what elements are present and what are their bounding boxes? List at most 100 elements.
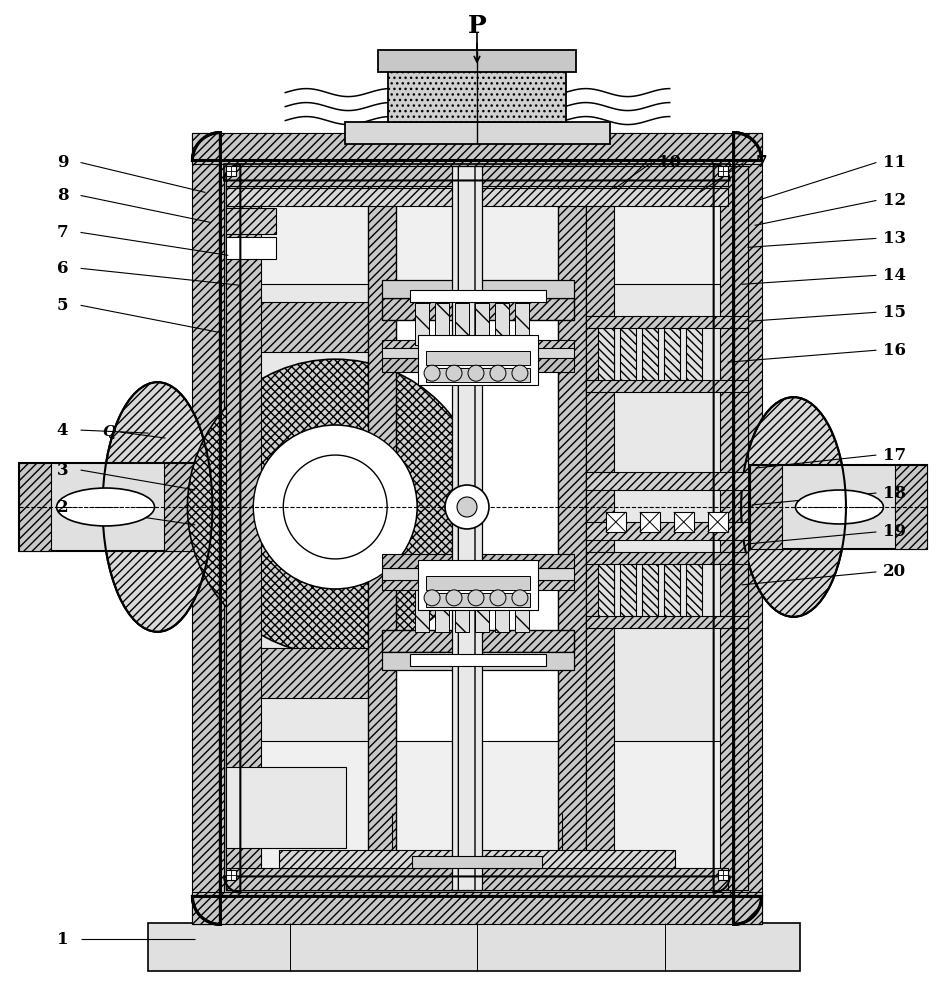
Bar <box>382 348 574 360</box>
Bar <box>378 50 576 72</box>
Bar <box>586 166 747 890</box>
Bar <box>686 563 702 618</box>
Bar <box>415 303 429 345</box>
Ellipse shape <box>57 488 154 526</box>
Bar <box>475 590 489 632</box>
Bar <box>226 166 727 186</box>
Bar <box>598 563 614 618</box>
Bar <box>586 472 747 490</box>
Bar <box>586 552 747 564</box>
Bar <box>586 380 747 392</box>
Bar <box>515 303 529 345</box>
Bar <box>411 654 546 666</box>
Bar <box>19 463 197 551</box>
Bar <box>455 303 469 345</box>
Bar <box>149 923 799 971</box>
Bar <box>720 166 747 890</box>
Circle shape <box>447 365 462 381</box>
Text: 13: 13 <box>883 230 906 247</box>
Circle shape <box>424 365 440 381</box>
Circle shape <box>447 590 462 606</box>
Bar <box>749 465 781 549</box>
Bar <box>396 166 558 890</box>
Bar <box>368 166 396 890</box>
Bar <box>686 327 702 382</box>
Bar <box>226 166 474 890</box>
Bar <box>729 133 762 924</box>
Bar <box>226 166 727 284</box>
Bar <box>452 166 482 890</box>
Bar <box>226 741 727 890</box>
Bar <box>708 512 727 532</box>
Circle shape <box>254 425 417 589</box>
Bar <box>192 133 224 924</box>
Circle shape <box>490 365 506 381</box>
Bar <box>226 166 236 176</box>
Bar <box>674 512 693 532</box>
Text: 2: 2 <box>57 499 68 516</box>
Text: P: P <box>467 14 486 38</box>
Bar <box>19 463 51 551</box>
Bar <box>226 868 727 890</box>
Bar <box>382 580 574 590</box>
Bar <box>382 568 574 580</box>
Text: 7: 7 <box>57 224 68 241</box>
Circle shape <box>424 590 440 606</box>
Bar <box>475 303 489 345</box>
Bar <box>192 133 762 164</box>
Bar <box>586 616 747 628</box>
Bar <box>620 327 636 382</box>
Text: 1: 1 <box>57 931 68 948</box>
Bar <box>279 850 674 868</box>
Bar <box>226 648 391 698</box>
Bar <box>664 327 679 382</box>
Bar <box>226 237 276 259</box>
Bar <box>418 560 538 610</box>
Bar <box>495 590 509 632</box>
Bar <box>598 327 614 382</box>
Bar <box>586 316 747 328</box>
Bar <box>412 856 542 868</box>
Bar <box>426 593 530 607</box>
Bar <box>382 630 574 652</box>
Polygon shape <box>224 164 729 892</box>
Bar <box>388 70 566 122</box>
Circle shape <box>283 455 387 559</box>
Text: 16: 16 <box>883 342 906 359</box>
Text: 4: 4 <box>57 422 68 439</box>
Bar <box>426 576 530 590</box>
FancyBboxPatch shape <box>220 133 733 924</box>
Bar <box>382 340 574 350</box>
Circle shape <box>490 590 506 606</box>
Bar <box>382 358 574 372</box>
Bar <box>411 290 546 302</box>
Circle shape <box>512 365 528 381</box>
Bar <box>435 590 449 632</box>
Bar <box>382 652 574 670</box>
Bar <box>435 303 449 345</box>
Text: 17: 17 <box>883 447 906 464</box>
Bar <box>641 563 657 618</box>
Bar <box>558 166 586 890</box>
Bar <box>382 298 574 320</box>
Text: 14: 14 <box>883 267 906 284</box>
Text: 12: 12 <box>883 192 906 209</box>
Bar <box>226 208 276 234</box>
Text: 3: 3 <box>57 462 68 479</box>
Bar <box>586 166 614 890</box>
Text: Q: Q <box>102 425 115 439</box>
Bar <box>515 590 529 632</box>
Text: 15: 15 <box>883 304 906 321</box>
Bar <box>229 178 725 196</box>
Ellipse shape <box>796 490 884 524</box>
Text: 5: 5 <box>57 297 68 314</box>
Ellipse shape <box>741 397 846 617</box>
Text: 6: 6 <box>57 260 68 277</box>
Text: 7: 7 <box>756 154 767 171</box>
Bar <box>495 303 509 345</box>
Bar <box>226 166 261 890</box>
Bar <box>426 351 530 365</box>
Bar <box>455 590 469 632</box>
Bar <box>605 512 625 532</box>
Circle shape <box>187 359 483 655</box>
